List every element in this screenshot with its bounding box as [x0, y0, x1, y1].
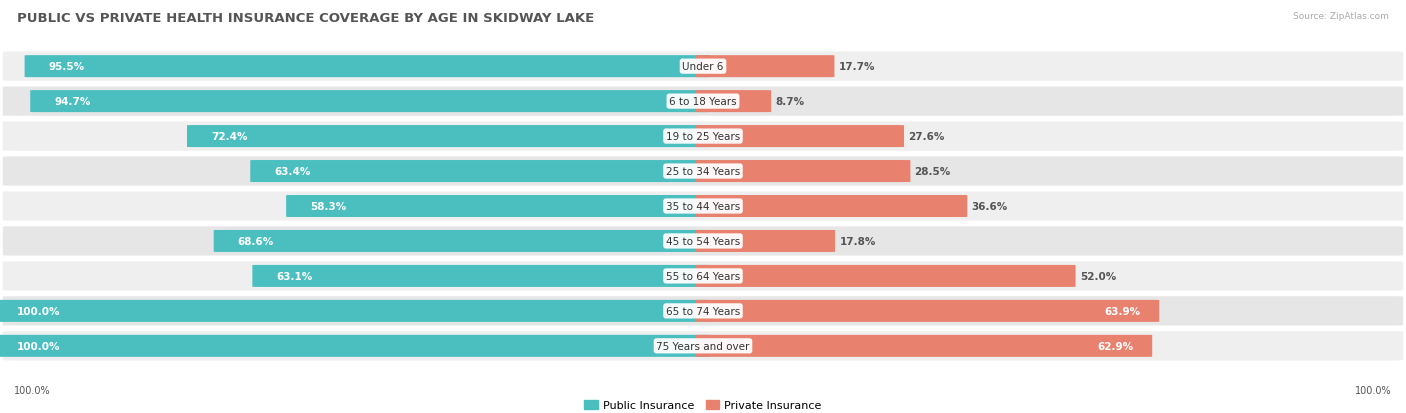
FancyBboxPatch shape	[696, 300, 1160, 322]
Text: 36.6%: 36.6%	[972, 202, 1008, 211]
FancyBboxPatch shape	[3, 157, 1403, 186]
Text: 25 to 34 Years: 25 to 34 Years	[666, 166, 740, 177]
FancyBboxPatch shape	[696, 91, 772, 113]
FancyBboxPatch shape	[696, 335, 1153, 357]
FancyBboxPatch shape	[287, 195, 710, 218]
FancyBboxPatch shape	[187, 126, 710, 148]
FancyBboxPatch shape	[3, 297, 1403, 326]
Text: 100.0%: 100.0%	[1355, 385, 1392, 395]
Text: 72.4%: 72.4%	[211, 132, 247, 142]
FancyBboxPatch shape	[696, 56, 835, 78]
Text: 17.8%: 17.8%	[839, 236, 876, 247]
FancyBboxPatch shape	[0, 335, 710, 357]
Text: 35 to 44 Years: 35 to 44 Years	[666, 202, 740, 211]
Text: 17.7%: 17.7%	[839, 62, 875, 72]
FancyBboxPatch shape	[696, 126, 904, 148]
Text: 63.1%: 63.1%	[276, 271, 312, 281]
FancyBboxPatch shape	[0, 300, 710, 322]
Text: 62.9%: 62.9%	[1098, 341, 1135, 351]
Text: Source: ZipAtlas.com: Source: ZipAtlas.com	[1294, 12, 1389, 21]
FancyBboxPatch shape	[3, 52, 1403, 82]
Text: Under 6: Under 6	[682, 62, 724, 72]
Text: 75 Years and over: 75 Years and over	[657, 341, 749, 351]
Legend: Public Insurance, Private Insurance: Public Insurance, Private Insurance	[579, 395, 827, 413]
FancyBboxPatch shape	[214, 230, 710, 252]
Text: 68.6%: 68.6%	[238, 236, 274, 247]
Text: 6 to 18 Years: 6 to 18 Years	[669, 97, 737, 107]
FancyBboxPatch shape	[3, 227, 1403, 256]
FancyBboxPatch shape	[250, 161, 710, 183]
Text: 52.0%: 52.0%	[1080, 271, 1116, 281]
FancyBboxPatch shape	[696, 265, 1076, 287]
FancyBboxPatch shape	[3, 122, 1403, 151]
Text: PUBLIC VS PRIVATE HEALTH INSURANCE COVERAGE BY AGE IN SKIDWAY LAKE: PUBLIC VS PRIVATE HEALTH INSURANCE COVER…	[17, 12, 595, 25]
FancyBboxPatch shape	[3, 87, 1403, 116]
Text: 8.7%: 8.7%	[776, 97, 804, 107]
Text: 45 to 54 Years: 45 to 54 Years	[666, 236, 740, 247]
Text: 65 to 74 Years: 65 to 74 Years	[666, 306, 740, 316]
FancyBboxPatch shape	[3, 331, 1403, 361]
FancyBboxPatch shape	[696, 195, 967, 218]
Text: 94.7%: 94.7%	[53, 97, 90, 107]
Text: 100.0%: 100.0%	[17, 306, 60, 316]
Text: 28.5%: 28.5%	[915, 166, 950, 177]
Text: 100.0%: 100.0%	[14, 385, 51, 395]
Text: 95.5%: 95.5%	[48, 62, 84, 72]
Text: 100.0%: 100.0%	[17, 341, 60, 351]
FancyBboxPatch shape	[696, 230, 835, 252]
Text: 19 to 25 Years: 19 to 25 Years	[666, 132, 740, 142]
FancyBboxPatch shape	[3, 262, 1403, 291]
FancyBboxPatch shape	[253, 265, 710, 287]
FancyBboxPatch shape	[30, 91, 710, 113]
Text: 58.3%: 58.3%	[311, 202, 346, 211]
FancyBboxPatch shape	[24, 56, 710, 78]
Text: 63.9%: 63.9%	[1105, 306, 1142, 316]
FancyBboxPatch shape	[3, 192, 1403, 221]
FancyBboxPatch shape	[696, 161, 911, 183]
Text: 27.6%: 27.6%	[908, 132, 945, 142]
Text: 63.4%: 63.4%	[274, 166, 311, 177]
Text: 55 to 64 Years: 55 to 64 Years	[666, 271, 740, 281]
